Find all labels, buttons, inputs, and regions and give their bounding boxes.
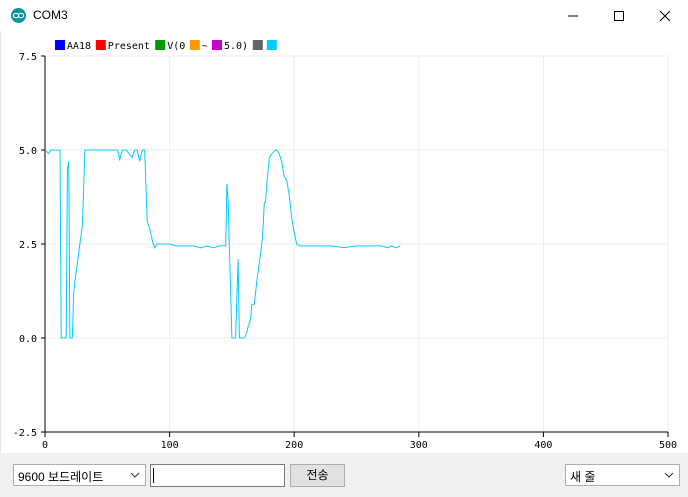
text-caret: [153, 468, 154, 483]
legend-swatch: [189, 40, 200, 50]
y-tick-label: 7.5: [19, 52, 37, 63]
title-bar: COM3: [0, 0, 688, 31]
chevron-down-icon: [130, 472, 140, 478]
baud-rate-value: 9600 보드레이트: [18, 470, 104, 484]
y-tick-label: 5.0: [19, 146, 37, 157]
y-tick-label: 0.0: [19, 334, 37, 345]
legend-label: ~: [202, 41, 208, 52]
line-ending-select[interactable]: 새 줄: [565, 464, 680, 486]
grid-lines: [45, 55, 669, 432]
x-tick-label: 200: [285, 440, 303, 451]
plot-chart: 0 100 200 300 400 500 7.5 5.0 2.5 0.0 -2.5 AA18 Pr…: [13, 40, 677, 451]
line-ending-value: 새 줄: [570, 470, 596, 484]
arduino-icon: [11, 8, 26, 23]
series-lines: [44, 149, 401, 339]
window-border: [0, 31, 1, 453]
baud-rate-select[interactable]: 9600 보드레이트: [13, 464, 146, 486]
x-tick-label: 500: [659, 440, 677, 451]
legend-label: V(0: [167, 41, 185, 52]
legend-label: Present: [108, 41, 150, 52]
y-tick-label: 2.5: [19, 240, 37, 251]
send-text-input[interactable]: [150, 464, 285, 487]
y-axis-ticks: 7.5 5.0 2.5 0.0 -2.5: [13, 52, 45, 439]
send-button[interactable]: 전송: [290, 464, 345, 487]
minimize-button[interactable]: [550, 0, 596, 31]
maximize-icon: [614, 11, 624, 21]
x-tick-label: 0: [42, 440, 48, 451]
maximize-button[interactable]: [596, 0, 642, 31]
x-tick-label: 100: [161, 440, 179, 451]
x-axis-ticks: 0 100 200 300 400 500: [42, 432, 677, 451]
x-tick-label: 400: [534, 440, 552, 451]
legend-swatch: [95, 40, 106, 50]
close-icon: [659, 10, 671, 22]
series-line: [44, 149, 401, 339]
legend-swatch: [55, 40, 65, 50]
y-tick-label: -2.5: [13, 428, 37, 439]
legend-label: AA18: [67, 41, 91, 52]
window-title: COM3: [33, 8, 68, 22]
serial-plotter: 0 100 200 300 400 500 7.5 5.0 2.5 0.0 -2.5 AA18 Pr…: [0, 31, 688, 453]
chevron-down-icon: [664, 472, 674, 478]
legend-swatch: [266, 40, 277, 50]
close-button[interactable]: [642, 0, 688, 31]
legend-swatch: [212, 40, 222, 50]
legend-label: 5.0): [224, 41, 248, 52]
legend-swatch: [252, 40, 263, 50]
minimize-icon: [568, 15, 578, 17]
legend-swatch: [155, 40, 166, 50]
legend: AA18 Present V(0 ~5.0): [55, 40, 277, 52]
x-tick-label: 300: [410, 440, 428, 451]
